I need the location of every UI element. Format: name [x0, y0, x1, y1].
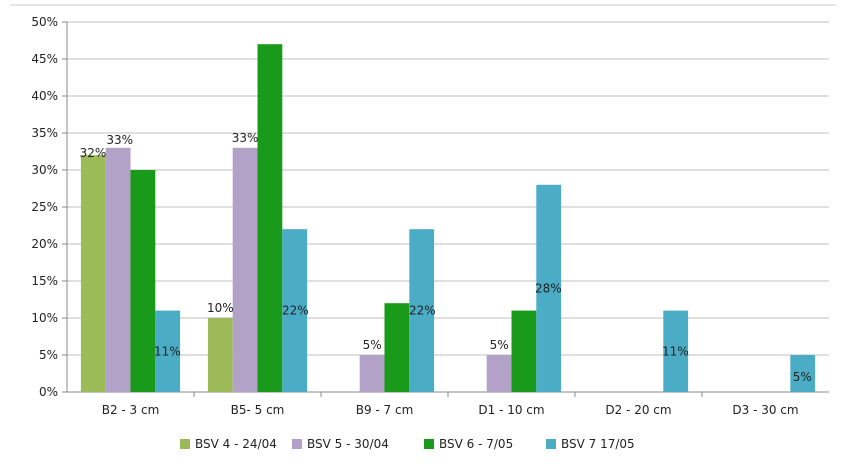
data-label: 5% [363, 338, 382, 352]
legend-label: BSV 5 - 30/04 [307, 437, 389, 451]
y-tick-label: 45% [31, 52, 58, 66]
bar [257, 44, 283, 392]
y-tick-label: 30% [31, 163, 58, 177]
bar [130, 170, 156, 392]
x-tick-label: D3 - 30 cm [732, 403, 798, 417]
legend: BSV 4 - 24/04 BSV 5 - 30/04 BSV 6 - 7/05 BS… [180, 437, 635, 451]
y-tick-label: 25% [31, 200, 58, 214]
data-label: 5% [490, 338, 509, 352]
data-label: 11% [154, 344, 181, 358]
y-tick-label: 10% [31, 311, 58, 325]
gridlines [67, 21, 829, 356]
bar [282, 229, 308, 392]
legend-swatch [180, 439, 190, 449]
legend-swatch [292, 439, 302, 449]
data-label: 33% [106, 133, 133, 147]
bar [80, 155, 106, 392]
bar [155, 310, 181, 392]
y-tick-label: 20% [31, 237, 58, 251]
x-tick-label: B9 - 7 cm [356, 403, 414, 417]
bar [409, 229, 435, 392]
x-tick-label: B5- 5 cm [231, 403, 285, 417]
data-labels: 32%33%11%10%33%22%5%22%5%28%11%5% [80, 131, 812, 384]
bar [790, 355, 816, 392]
legend-label: BSV 4 - 24/04 [195, 437, 277, 451]
data-label: 22% [282, 304, 309, 318]
legend-swatch [546, 439, 556, 449]
y-tick-label: 0% [39, 385, 58, 399]
legend-swatch [424, 439, 434, 449]
bar [663, 310, 689, 392]
bar [511, 310, 537, 392]
data-label: 5% [793, 370, 812, 384]
bar [232, 147, 258, 392]
data-label: 22% [409, 304, 436, 318]
y-tick-label: 35% [31, 126, 58, 140]
y-axis-ticks: 0% 5% 10% 15% 20% 25% 30% 35% 40% 45% 50% [31, 15, 67, 399]
bar [536, 184, 562, 392]
y-tick-label: 15% [31, 274, 58, 288]
bar [359, 355, 385, 392]
bar [207, 318, 233, 392]
x-tick-label: D2 - 20 cm [605, 403, 671, 417]
x-axis-ticks: B2 - 3 cm B5- 5 cm B9 - 7 cm D1 - 10 cm D2 -… [102, 392, 799, 417]
y-tick-label: 5% [39, 348, 58, 362]
legend-label: BSV 6 - 7/05 [439, 437, 513, 451]
data-label: 11% [662, 344, 689, 358]
bar [486, 355, 512, 392]
data-label: 32% [80, 146, 107, 160]
data-label: 28% [535, 281, 562, 295]
y-tick-label: 50% [31, 15, 58, 29]
data-label: 33% [232, 131, 259, 145]
legend-label: BSV 7 17/05 [561, 437, 635, 451]
bars [80, 44, 816, 392]
bar [105, 147, 131, 392]
x-tick-label: B2 - 3 cm [102, 403, 160, 417]
data-label: 10% [207, 301, 234, 315]
x-tick-label: D1 - 10 cm [478, 403, 544, 417]
bar [384, 303, 410, 392]
y-tick-label: 40% [31, 89, 58, 103]
